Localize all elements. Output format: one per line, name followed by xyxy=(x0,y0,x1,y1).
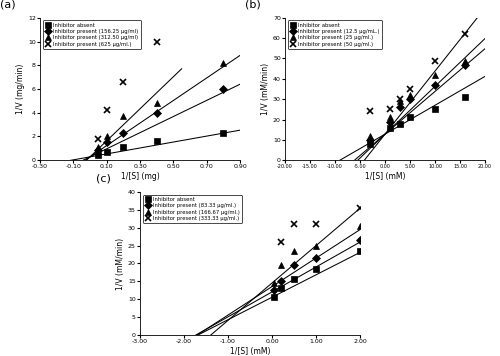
X-axis label: 1/[S] (mM): 1/[S] (mM) xyxy=(230,347,270,356)
X-axis label: 1/[S] (mg): 1/[S] (mg) xyxy=(120,172,160,181)
Legend: Inhibitor absent, Inhibitor present (156.25 μg/ml), Inhibitor present (312.50 μg: Inhibitor absent, Inhibitor present (156… xyxy=(42,20,140,49)
X-axis label: 1/[S] (mM): 1/[S] (mM) xyxy=(365,172,405,181)
Text: (b): (b) xyxy=(245,0,261,9)
Legend: Inhibitor absent, Inhibitor present (83.33 μg/ml.), Inhibitor present (166.67 μg: Inhibitor absent, Inhibitor present (83.… xyxy=(142,195,242,223)
Text: (c): (c) xyxy=(96,174,111,184)
Text: (a): (a) xyxy=(0,0,16,9)
Y-axis label: 1/V (mM/min): 1/V (mM/min) xyxy=(116,237,125,289)
Y-axis label: 1/V (mg/min): 1/V (mg/min) xyxy=(16,64,25,114)
Legend: Inhibitor absent, Inhibitor present (12.5 μg/mL.), Inhibitor present (25 μg/ml.): Inhibitor absent, Inhibitor present (12.… xyxy=(288,20,382,49)
Y-axis label: 1/V (mM/min): 1/V (mM/min) xyxy=(261,63,270,115)
